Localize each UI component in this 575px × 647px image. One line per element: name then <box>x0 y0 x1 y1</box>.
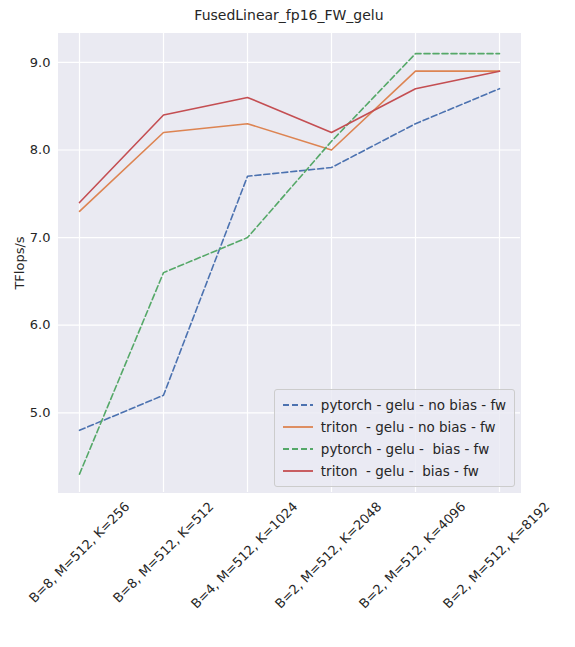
svg-text:TFlops/s: TFlops/s <box>12 236 27 290</box>
svg-text:6.0: 6.0 <box>30 317 51 332</box>
html-text:FusedLinear_fp16_FW_gelu: FusedLinear_fp16_FW_gelu <box>194 7 384 23</box>
svg-text:9.0: 9.0 <box>30 55 51 70</box>
svg-text:B=8, M=512, K=512: B=8, M=512, K=512 <box>110 499 217 606</box>
svg-text:B=4, M=512, K=1024: B=4, M=512, K=1024 <box>188 499 301 612</box>
svg-text:B=8, M=512, K=256: B=8, M=512, K=256 <box>26 499 133 606</box>
html-text:triton - gelu - bias - fw: triton - gelu - bias - fw <box>320 463 479 479</box>
svg-text:B=2, M=512, K=4096: B=2, M=512, K=4096 <box>356 499 469 612</box>
svg-text:7.0: 7.0 <box>30 230 51 245</box>
svg-text:B=2, M=512, K=2048: B=2, M=512, K=2048 <box>272 499 385 612</box>
svg-text:B=2, M=512, K=8192: B=2, M=512, K=8192 <box>440 499 552 611</box>
html-text:triton - gelu - no bias - fw: triton - gelu - no bias - fw <box>320 419 496 435</box>
svg-text:8.0: 8.0 <box>30 142 51 157</box>
svg-text:5.0: 5.0 <box>30 405 51 420</box>
html-text:pytorch - gelu - no bias - fw: pytorch - gelu - no bias - fw <box>320 397 506 413</box>
html-text:pytorch - gelu - bias - fw: pytorch - gelu - bias - fw <box>320 441 490 457</box>
